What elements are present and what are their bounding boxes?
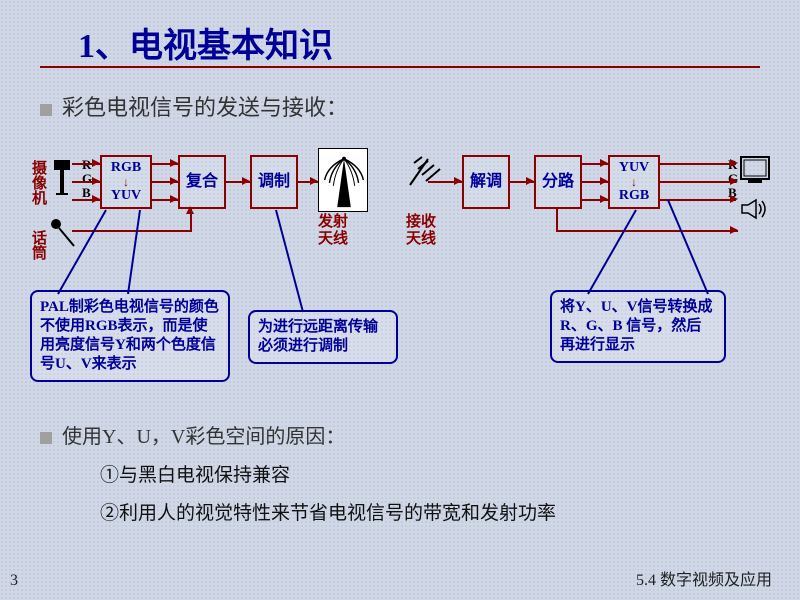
callout-modulation: 为进行远距离传输必须进行调制 [248, 310, 398, 364]
callout-yuv2rgb: 将Y、U、V信号转换成R、G、B 信号，然后再进行显示 [550, 290, 726, 363]
arrow-down-icon: ↓ [631, 177, 637, 187]
tv-icon [740, 156, 770, 184]
reason-2: ②利用人的视觉特性来节省电视信号的带宽和发射功率 [100, 498, 556, 525]
callout-pal: PAL制彩色电视信号的颜色不使用RGB表示，而是使用亮度信号Y和两个色度信号U、… [30, 290, 230, 382]
yuv-to-rgb-box: YUV ↓ RGB [608, 155, 660, 209]
footer-text: 5.4 数字视频及应用 [636, 566, 772, 590]
bullet-icon [40, 432, 52, 444]
camera-label: 摄像机 [28, 160, 49, 205]
page-number: 3 [10, 572, 18, 590]
section2-text: 使用Y、U，V彩色空间的原因： [62, 426, 345, 448]
demodulate-box: 解调 [462, 155, 510, 209]
bullet-icon [40, 104, 52, 116]
tx-tower-icon [318, 148, 368, 212]
microphone-icon [50, 218, 76, 248]
section-heading-1: 彩色电视信号的发送与接收： [40, 90, 348, 122]
rgb2yuv-bot: YUV [111, 187, 141, 205]
slide-title: 1、电视基本知识 [78, 18, 333, 67]
reason-1: ①与黑白电视保持兼容 [100, 460, 290, 487]
rx-antenna-label: 接收 天线 [406, 214, 436, 248]
tx-antenna-label: 发射 天线 [318, 214, 348, 248]
signal-flow-diagram: 摄像机 话筒 RGB RGB ↓ YUV 复合 调制 [28, 150, 772, 270]
section1-text: 彩色电视信号的发送与接收： [62, 95, 348, 120]
mic-label: 话筒 [28, 230, 49, 260]
rx-antenna-icon [406, 155, 450, 189]
title-underline [40, 66, 760, 68]
composite-box: 复合 [178, 155, 226, 209]
speaker-icon [740, 198, 768, 220]
demux-box: 分路 [534, 155, 582, 209]
modulate-box: 调制 [250, 155, 298, 209]
section-heading-2: 使用Y、U，V彩色空间的原因： [40, 420, 345, 449]
rgb-to-yuv-box: RGB ↓ YUV [100, 155, 152, 209]
yuv2rgb-bot: RGB [619, 187, 649, 205]
arrow-down-icon: ↓ [123, 177, 129, 187]
